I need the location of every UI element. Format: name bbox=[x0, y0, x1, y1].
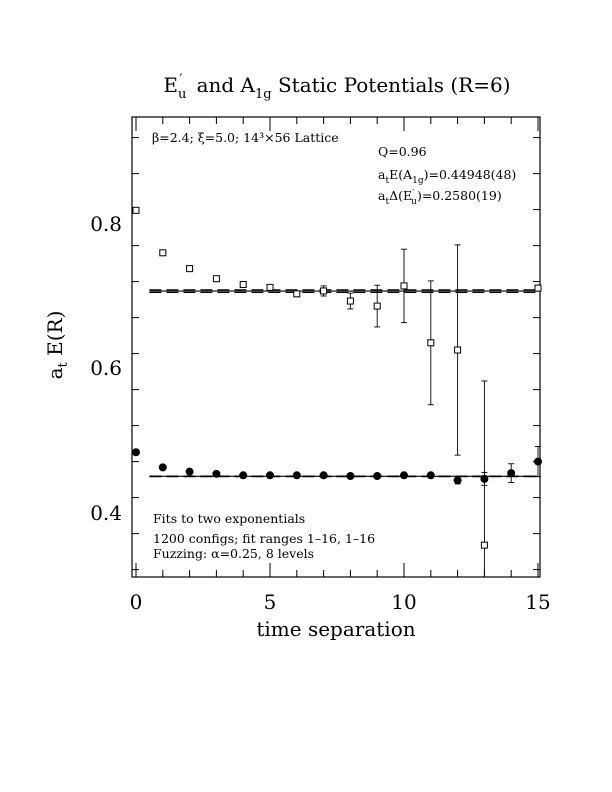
y-tick-label-0.8: 0.8 bbox=[90, 212, 122, 236]
circle-point bbox=[453, 476, 462, 485]
square-marker bbox=[427, 339, 435, 347]
square-point bbox=[266, 283, 274, 291]
annotation-fits-line3: Fuzzing: α=0.25, 8 levels bbox=[153, 546, 314, 561]
circle-point bbox=[212, 469, 221, 478]
square-marker bbox=[159, 249, 167, 257]
square-point bbox=[373, 284, 381, 328]
square-marker bbox=[293, 290, 301, 298]
square-marker bbox=[373, 302, 381, 310]
square-point bbox=[132, 206, 140, 214]
plot-frame bbox=[131, 116, 541, 578]
square-point bbox=[239, 280, 247, 288]
circle-marker bbox=[212, 469, 221, 478]
square-point bbox=[454, 244, 462, 456]
square-point bbox=[159, 249, 167, 257]
chart-title: Eu′ and A1g Static Potentials (R=6) bbox=[163, 72, 510, 102]
y-tick-label-0.4: 0.4 bbox=[90, 501, 122, 525]
circle-point bbox=[158, 463, 167, 472]
square-marker bbox=[239, 280, 247, 288]
square-point bbox=[346, 292, 354, 310]
data-marks bbox=[132, 206, 542, 577]
square-point bbox=[427, 280, 435, 406]
annotation-energy-a1g: atE(A1g)=0.44948(48) bbox=[378, 167, 516, 186]
circle-point bbox=[239, 471, 248, 480]
circle-marker bbox=[480, 474, 489, 483]
circle-marker bbox=[239, 471, 248, 480]
circle-marker bbox=[319, 471, 328, 480]
y-tick-label-0.6: 0.6 bbox=[90, 356, 122, 380]
circle-marker bbox=[266, 471, 274, 480]
annotation-q: Q=0.96 bbox=[378, 144, 427, 159]
x-tick-label-15: 15 bbox=[525, 590, 550, 614]
square-marker bbox=[480, 541, 488, 549]
annotation-fits-line1: Fits to two exponentials bbox=[153, 511, 305, 526]
circle-point bbox=[132, 448, 140, 457]
square-marker bbox=[320, 287, 328, 295]
square-marker bbox=[454, 346, 462, 354]
x-tick-label-10: 10 bbox=[391, 590, 416, 614]
circle-point bbox=[426, 471, 435, 480]
circle-marker bbox=[292, 471, 301, 480]
x-axis-label: time separation bbox=[256, 617, 415, 641]
x-tick-label-0: 0 bbox=[130, 590, 143, 614]
square-marker bbox=[132, 206, 140, 214]
square-marker bbox=[534, 284, 542, 292]
circle-point bbox=[507, 463, 516, 483]
square-point bbox=[320, 285, 328, 297]
circle-marker bbox=[400, 471, 408, 480]
circle-point bbox=[185, 467, 194, 476]
circle-point bbox=[266, 471, 274, 480]
square-point bbox=[212, 275, 220, 283]
x-tick-label-5: 5 bbox=[264, 590, 277, 614]
square-point bbox=[400, 248, 408, 324]
square-marker bbox=[186, 265, 194, 273]
circle-point bbox=[346, 472, 355, 480]
y-axis-label: at E(R) bbox=[43, 311, 71, 380]
circle-point bbox=[292, 471, 301, 480]
square-point bbox=[186, 265, 194, 273]
circle-point bbox=[400, 471, 408, 480]
fit-lines bbox=[149, 289, 538, 478]
square-marker bbox=[266, 283, 274, 291]
circle-marker bbox=[426, 471, 435, 480]
square-point bbox=[534, 284, 542, 292]
circle-marker bbox=[534, 457, 542, 466]
circle-marker bbox=[132, 448, 140, 457]
square-marker bbox=[400, 282, 408, 290]
circle-point bbox=[319, 471, 328, 480]
circle-marker bbox=[346, 472, 355, 480]
circle-marker bbox=[453, 476, 462, 485]
circle-marker bbox=[158, 463, 167, 472]
circle-point bbox=[480, 471, 489, 486]
circle-point bbox=[373, 472, 382, 480]
axis-ticks bbox=[132, 117, 540, 577]
annotation-fits-line2: 1200 configs; fit ranges 1–16, 1–16 bbox=[153, 531, 375, 546]
square-point bbox=[293, 290, 301, 298]
circle-marker bbox=[373, 472, 382, 480]
annotation-lattice: β=2.4; ξ=5.0; 14³×56 Lattice bbox=[152, 130, 339, 145]
circle-point bbox=[534, 446, 542, 478]
circle-marker bbox=[185, 467, 194, 476]
square-marker bbox=[346, 297, 354, 305]
circle-marker bbox=[507, 469, 516, 478]
annotation-delta-eu: atΔ(E′ u)=0.2580(19) bbox=[378, 188, 502, 207]
square-marker bbox=[212, 275, 220, 283]
